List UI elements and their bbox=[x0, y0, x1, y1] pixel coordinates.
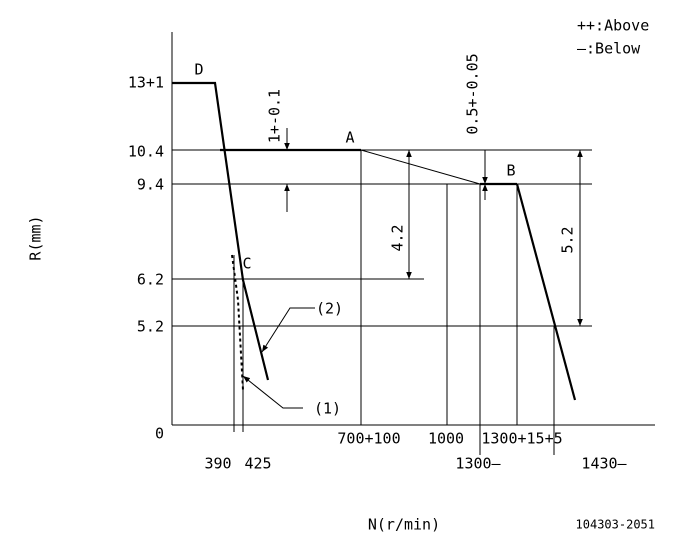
curve-segment bbox=[172, 81, 270, 381]
y-label: 6.2 bbox=[137, 271, 164, 289]
curve bbox=[172, 81, 577, 401]
point-label: C bbox=[242, 255, 251, 273]
dimension-label: 4.2 bbox=[389, 224, 407, 251]
y-label: 10.4 bbox=[128, 143, 164, 161]
axes bbox=[171, 32, 655, 426]
x-label: 1300— bbox=[455, 455, 501, 473]
point-label: A bbox=[345, 129, 354, 147]
point-label: D bbox=[194, 61, 203, 79]
legend-text: ++:Above bbox=[577, 17, 649, 35]
x-label: 700+100 bbox=[337, 430, 400, 448]
dimension-label: 0.5+-0.05 bbox=[464, 53, 482, 134]
callout-label: (1) bbox=[314, 400, 341, 418]
callout-label: (2) bbox=[316, 300, 343, 318]
legend-text: —:Below bbox=[577, 40, 641, 58]
dimensions bbox=[242, 128, 583, 409]
x-label: 425 bbox=[244, 455, 271, 473]
guide-lines bbox=[172, 149, 592, 455]
x-label: 1000 bbox=[428, 430, 464, 448]
x-label: 1430— bbox=[581, 455, 627, 473]
y-label: 5.2 bbox=[137, 318, 164, 336]
axis-label: N(r/min) bbox=[368, 516, 440, 534]
curve-segment bbox=[515, 183, 577, 401]
x-label: 1300+15+5 bbox=[481, 430, 562, 448]
axis-label: R(mm) bbox=[27, 215, 45, 260]
x-label: 390 bbox=[204, 455, 231, 473]
curve-segment bbox=[360, 149, 481, 185]
drawing-code: 104303-2051 bbox=[576, 518, 655, 532]
callout-line bbox=[242, 375, 303, 409]
dimension-label: 1+-0.1 bbox=[266, 89, 284, 143]
point-label: B bbox=[506, 162, 515, 180]
y-label: 13+1 bbox=[128, 74, 164, 92]
dimension-label: 5.2 bbox=[559, 226, 577, 253]
y-label: 0 bbox=[155, 425, 164, 443]
y-label: 9.4 bbox=[137, 176, 164, 194]
callout-line bbox=[261, 307, 315, 353]
